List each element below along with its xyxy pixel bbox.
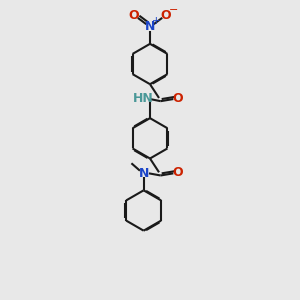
Text: O: O bbox=[172, 92, 183, 105]
Text: −: − bbox=[169, 5, 178, 15]
Text: N: N bbox=[145, 20, 155, 33]
Text: N: N bbox=[138, 167, 149, 180]
Text: O: O bbox=[129, 9, 140, 22]
Text: O: O bbox=[160, 9, 171, 22]
Text: HN: HN bbox=[133, 92, 154, 105]
Text: +: + bbox=[152, 16, 161, 26]
Text: O: O bbox=[172, 166, 183, 179]
